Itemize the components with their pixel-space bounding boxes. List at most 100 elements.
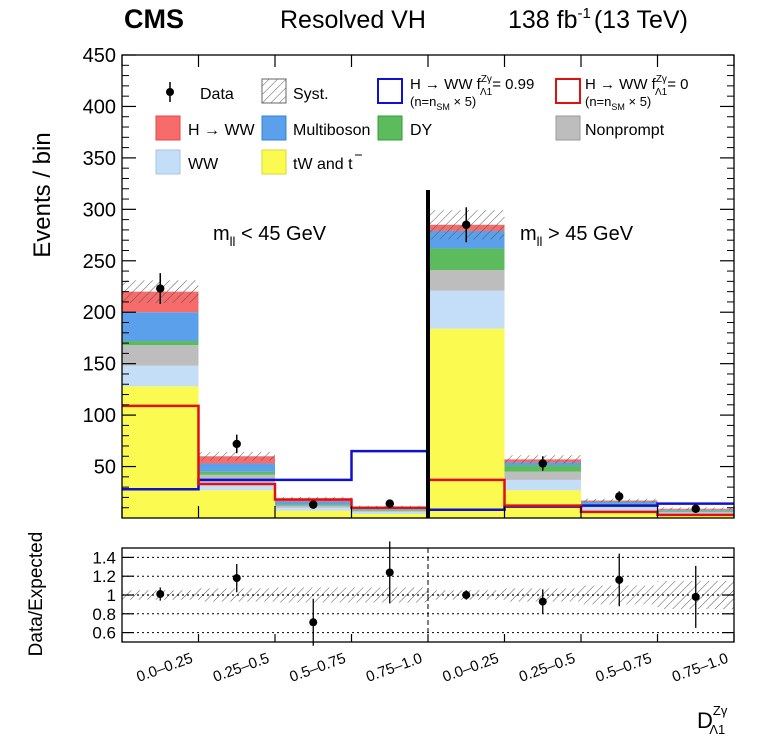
x-category-label-2: 0.5–0.75: [287, 650, 348, 686]
bar-multiboson-1: [198, 463, 275, 472]
legend-ww-label: WW: [188, 156, 219, 173]
data-point-0: [156, 284, 165, 293]
legend-hww-swatch: [155, 115, 181, 141]
legend-signal-099: H → WW fZγ Λ1= 0.99 (n=nSM × 5): [377, 74, 534, 112]
ratio-ytick-label-0: 0.6: [92, 624, 116, 643]
analysis-label: Resolved VH: [280, 6, 426, 34]
ratio-point-6: [615, 575, 624, 584]
legend-top: tW and t: [261, 149, 362, 175]
ratio-point-5: [538, 597, 547, 606]
main-ytick-label-200: 200: [83, 302, 116, 324]
ratio-y-axis: 0.60.811.21.4: [92, 548, 734, 643]
ratio-plot: 0.60.811.21.4 0.0–0.25 0.25–0.5 0.5–0.75 0.…: [26, 532, 735, 686]
data-point-2: [309, 500, 318, 509]
legend-syst: Syst.: [261, 78, 329, 104]
main-ytick-label-300: 300: [83, 199, 116, 221]
main-ytick-label-50: 50: [94, 457, 116, 479]
main-x-ticks: [121, 55, 735, 518]
legend-nonprompt: Nonprompt: [555, 115, 665, 141]
legend-dy: DY: [377, 115, 433, 141]
cms-label: CMS: [124, 4, 184, 34]
bar-multiboson-3: [351, 508, 428, 510]
legend-nonprompt-swatch: [555, 115, 581, 141]
legend-data: Data: [166, 82, 234, 103]
bar-dy-0: [122, 341, 199, 346]
ratio-points: [156, 541, 700, 646]
data-points-layer: [156, 207, 700, 513]
legend-dy-swatch: [377, 115, 403, 141]
ratio-ytick-label-4: 1.4: [92, 548, 116, 567]
bar-ww-4: [428, 290, 505, 329]
bar-top-1: [198, 490, 275, 518]
region-label-high: mll > 45 GeV: [520, 223, 634, 249]
bar-ww-3: [351, 511, 428, 514]
bar-top-7: [657, 514, 734, 518]
legend-signal-0: H → WW fZγ Λ1= 0 (n=nSM × 5): [555, 74, 688, 112]
lumi-exponent: -1: [578, 5, 591, 22]
bar-multiboson-0: [122, 312, 199, 342]
legend-top-label: tW and t: [293, 156, 353, 173]
data-point-7: [691, 504, 700, 513]
bar-ww-0: [122, 365, 199, 387]
main-ytick-label-150: 150: [83, 354, 116, 376]
lumi-label: 138 fb-1 (13 TeV): [508, 5, 688, 34]
region-label-low: mll < 45 GeV: [213, 223, 327, 249]
legend-data-label: Data: [200, 86, 234, 103]
x-category-label-0: 0.0–0.25: [134, 650, 195, 686]
bar-nonprompt-1: [198, 474, 275, 482]
data-point-1: [232, 439, 241, 449]
bar-top-2: [275, 510, 352, 518]
bar-nonprompt-4: [428, 270, 505, 291]
ratio-point-2: [309, 618, 318, 627]
bar-top-0: [122, 386, 199, 518]
x-category-label-6: 0.5–0.75: [593, 650, 654, 686]
legend-signal-099-note: (n=nSM × 5): [410, 94, 476, 112]
legend-hww-label: H → WW: [188, 122, 256, 139]
x-axis-title: DZγ Λ1: [697, 703, 728, 737]
bar-ww-6: [581, 506, 658, 511]
ratio-point-0: [156, 590, 165, 599]
bar-nonprompt-3: [351, 510, 428, 512]
bar-ww-2: [275, 507, 352, 511]
syst-band-1: [198, 451, 275, 461]
x-category-label-7: 0.75–1.0: [670, 650, 731, 686]
legend-signal-099-swatch: [377, 78, 403, 104]
bar-nonprompt-5: [504, 471, 581, 480]
ratio-ytick-label-3: 1.2: [92, 567, 116, 586]
main-ytick-label-350: 350: [83, 148, 116, 170]
legend-data-marker-dot: [166, 88, 174, 96]
legend-signal-0-swatch: [555, 78, 581, 104]
ratio-point-3: [385, 568, 394, 577]
legend-dy-label: DY: [410, 122, 433, 139]
ratio-syst-band-1: [198, 588, 275, 602]
bar-top-4: [428, 328, 505, 518]
bar-multiboson-6: [581, 501, 658, 504]
legend-multiboson: Multiboson: [261, 115, 370, 141]
legend-nonprompt-label: Nonprompt: [585, 122, 665, 139]
legend: Data Syst. H → WW fZγ Λ1= 0.99 (n=nSM × 5…: [155, 74, 688, 175]
x-category-label-1: 0.25–0.5: [211, 650, 272, 686]
main-ytick-label-250: 250: [83, 251, 116, 273]
main-y-label: Events / bin: [29, 132, 56, 257]
data-point-6: [615, 492, 624, 501]
ratio-point-4: [462, 591, 471, 599]
bar-nonprompt-0: [122, 345, 199, 366]
main-y-axis: 50 100 150 200 250 300 350 400 450: [83, 45, 734, 509]
legend-syst-swatch: [261, 78, 287, 104]
bar-top-3: [351, 513, 428, 518]
x-category-label-5: 0.25–0.5: [517, 650, 578, 686]
legend-top-swatch: [261, 149, 287, 175]
data-point-3: [385, 499, 394, 508]
legend-multiboson-swatch: [261, 115, 287, 141]
ratio-ytick-label-1: 0.8: [92, 605, 116, 624]
bar-dy-1: [198, 471, 275, 475]
ratio-ytick-label-2: 1: [107, 586, 116, 605]
data-point-5: [538, 459, 547, 468]
bar-dy-6: [581, 503, 658, 505]
bar-top-5: [504, 490, 581, 518]
x-category-label-3: 0.75–1.0: [364, 650, 425, 686]
main-ytick-label-400: 400: [83, 96, 116, 118]
legend-multiboson-label: Multiboson: [293, 122, 370, 139]
